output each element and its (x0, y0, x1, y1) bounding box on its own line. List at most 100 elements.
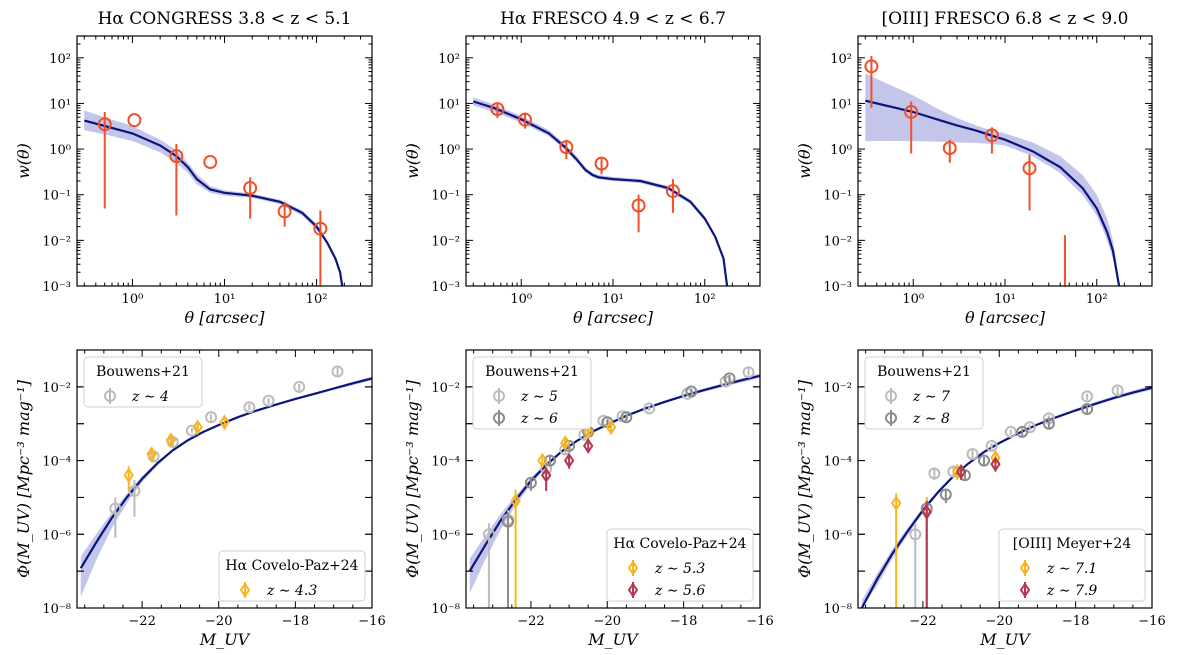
ytick-label: 10² (438, 52, 460, 67)
ytick-label: 10⁻¹ (431, 189, 460, 204)
xtick-label: −18 (282, 614, 309, 629)
y-axis-label: w(θ) (403, 143, 422, 179)
chart-panel-top-right: 10⁻³ 10⁻² 10⁻¹ 10⁰ 10¹ 10² 10⁰ 10¹ 10² [OIII] FRE… (795, 9, 1153, 327)
chart-panel-bottom-right: 10⁻⁸ 10⁻⁶ 10⁻⁴ 10⁻² −22 −20 −18 −16 M_UV Φ(M_UV) … (795, 349, 1166, 649)
legend-box (218, 550, 366, 602)
series-2 (510, 419, 617, 608)
ytick-label: 10¹ (830, 97, 852, 112)
series-3-point-2 (990, 456, 1001, 472)
x-axis-label: M_UV (979, 630, 1031, 649)
series-3-point-0 (540, 467, 552, 484)
legend-marker (627, 560, 639, 576)
plot-area (472, 97, 729, 286)
legend-entry: z ∼ 5.3 (654, 561, 705, 577)
y-axis-label: Φ(M_UV) [Mpc⁻³ mag⁻¹] (14, 379, 33, 578)
ticks (858, 35, 1153, 287)
legend-entry: z ∼ 7 (912, 389, 950, 405)
model-uncertainty-band (865, 73, 1120, 286)
series-3-point-1 (563, 452, 575, 469)
ticks (466, 349, 761, 609)
ytick-label: 10⁻⁶ (42, 528, 71, 543)
ytick-label: 10⁻³ (823, 280, 852, 295)
legend-box (606, 528, 754, 602)
chart-title: [OIII] FRESCO 6.8 < z < 9.0 (882, 9, 1129, 29)
legend-title: [OIII] Meyer+24 (1013, 536, 1132, 552)
chart-panel-top-left: 10⁻³ 10⁻² 10⁻¹ 10⁰ 10¹ 10² 10⁰ 10¹ 10² Hα CONGRES… (14, 9, 373, 327)
x-axis-label: θ [arcsec] (185, 308, 266, 327)
xtick-label: 10² (1086, 292, 1108, 307)
legend-entry: z ∼ 5 (520, 389, 558, 405)
series-1-point-0 (123, 467, 134, 484)
series-3-point-2 (582, 438, 594, 454)
legend-upper-left: Bouwens+21 z ∼ 4 (83, 356, 203, 408)
series-2-point-4 (605, 419, 617, 436)
series-3-point-1 (955, 463, 967, 480)
legend-entry: z ∼ 4.3 (266, 583, 317, 599)
series-0-point-5 (205, 411, 218, 424)
legend-box (472, 356, 592, 430)
series-0-point-8 (1081, 390, 1094, 403)
ytick-label: 10² (830, 52, 852, 67)
legend-marker (885, 412, 897, 424)
series-2-point-1 (537, 452, 548, 469)
legend-upper-left: Bouwens+21 z ∼ 7 z ∼ 8 (864, 356, 984, 430)
ytick-label: 10⁻⁶ (431, 528, 460, 543)
wtheta-point-1 (518, 112, 533, 127)
axes-frame (857, 349, 1153, 609)
series-0-point-9 (331, 365, 344, 378)
series-1-point-6 (620, 411, 633, 424)
legend-marker (1019, 560, 1031, 576)
chart-panel-bottom-left: 10⁻⁸ 10⁻⁶ 10⁻⁴ 10⁻² −22 −20 −18 −16 M_UV Φ(M_UV) … (14, 349, 386, 649)
ytick-label: 10⁻² (431, 381, 460, 396)
legend-entry: z ∼ 4 (131, 389, 169, 405)
x-axis-label: θ [arcsec] (965, 308, 1046, 327)
model-line (84, 119, 344, 286)
legend-marker (493, 412, 505, 424)
ytick-label: 10⁻² (823, 234, 852, 249)
y-axis-label: w(θ) (795, 143, 814, 179)
legend-entry: z ∼ 5.6 (654, 583, 705, 599)
series-1-point-2 (165, 432, 177, 448)
ytick-label: 10⁰ (438, 143, 460, 158)
xtick-label: 10¹ (214, 292, 236, 307)
xtick-label: 10⁰ (122, 292, 144, 307)
xtick-label: −16 (746, 614, 773, 629)
wtheta-point-4 (631, 198, 646, 213)
series-1-point-5 (1042, 417, 1055, 430)
wtheta-point-3 (984, 128, 999, 143)
wtheta-point-4 (1022, 161, 1037, 176)
legend-entry: z ∼ 6 (520, 411, 558, 427)
ytick-label: 10⁰ (830, 143, 852, 158)
legend-entry: z ∼ 7.9 (1046, 583, 1097, 599)
wtheta-point-2 (169, 149, 184, 164)
legend-entry: z ∼ 7.1 (1046, 561, 1097, 577)
series-0-point-8 (293, 380, 306, 393)
series-0-point-0 (482, 528, 495, 541)
series-0-point-2 (947, 465, 960, 478)
series-2-point-2 (560, 435, 571, 451)
legend-title: Hα Covelo-Paz+24 (613, 536, 746, 552)
model-line (865, 99, 1121, 286)
wtheta-point-1 (904, 104, 919, 119)
model-line (472, 100, 729, 286)
series-0 (109, 365, 344, 538)
plot-area (84, 110, 344, 286)
ytick-label: 10⁻⁸ (42, 602, 71, 617)
series-3 (540, 438, 594, 491)
series-0-point-6 (243, 401, 256, 414)
xtick-label: −20 (205, 614, 232, 629)
series-1-point-0 (502, 515, 514, 528)
series-0-point-0 (109, 502, 122, 515)
series-0-point-10 (742, 366, 755, 379)
xtick-label: −16 (358, 614, 385, 629)
legend-marker (885, 390, 897, 402)
ytick-label: 10⁻⁴ (823, 455, 852, 470)
ticks (858, 349, 1153, 609)
xtick-label: 10⁰ (902, 292, 924, 307)
series-0 (909, 384, 1124, 608)
series-0-point-3 (966, 448, 979, 461)
series-1-point-1 (524, 476, 537, 489)
series-1-point-3 (192, 419, 203, 436)
xtick-label: −16 (1138, 614, 1165, 629)
wtheta-point-4 (243, 181, 258, 196)
